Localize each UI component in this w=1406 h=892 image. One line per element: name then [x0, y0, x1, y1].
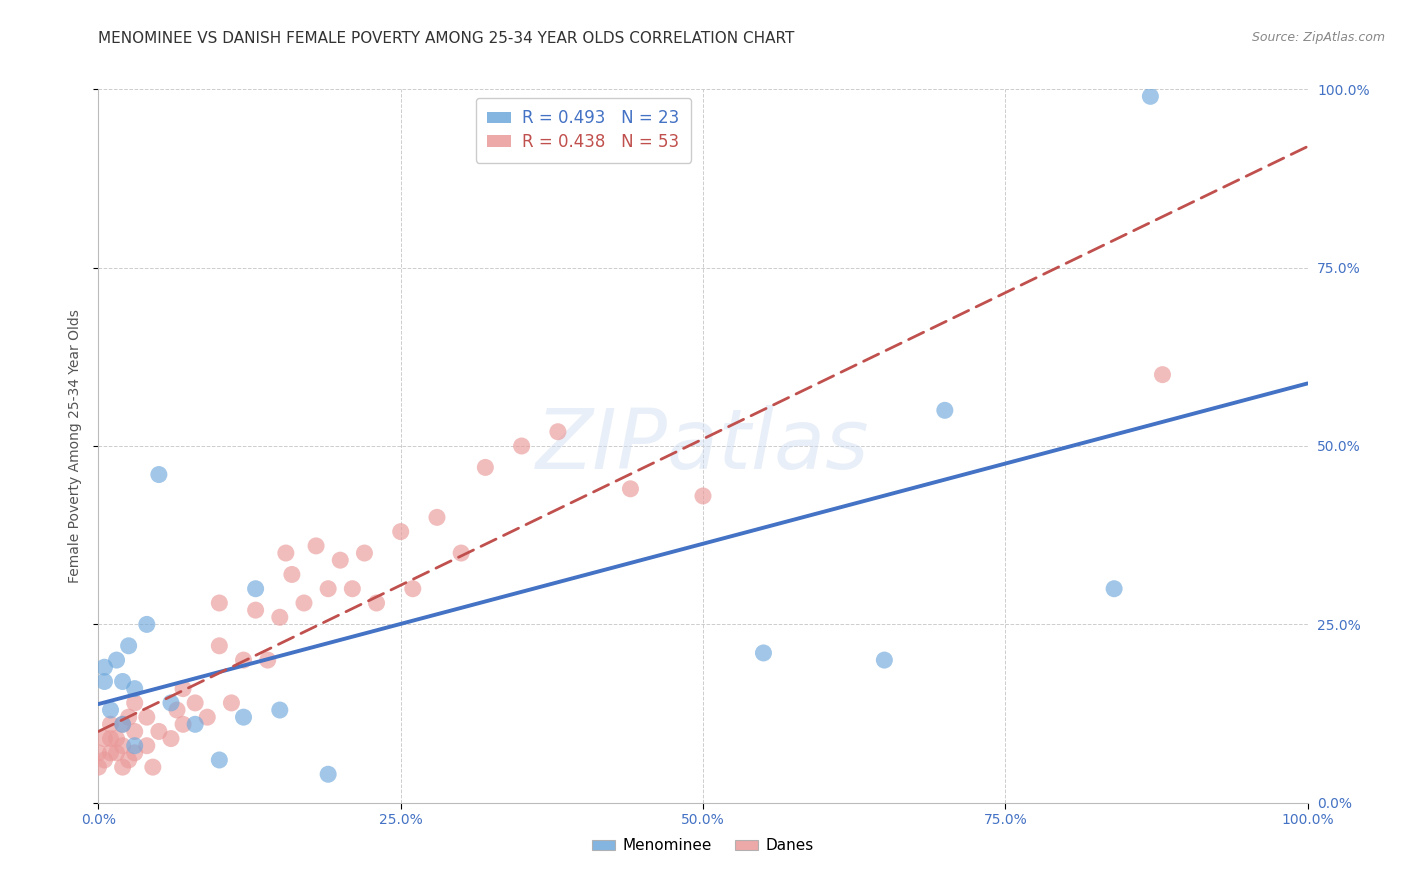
Point	[100, 703, 122, 717]
Point	[208, 639, 231, 653]
Legend: Menominee, Danes: Menominee, Danes	[586, 832, 820, 859]
Point	[105, 746, 128, 760]
Point	[1102, 582, 1125, 596]
Point	[1152, 368, 1174, 382]
Point	[305, 539, 328, 553]
Point	[342, 582, 364, 596]
Point	[184, 717, 207, 731]
Point	[148, 467, 170, 482]
Point	[316, 767, 339, 781]
Point	[256, 653, 278, 667]
Point	[353, 546, 375, 560]
Point	[208, 753, 231, 767]
Point	[426, 510, 449, 524]
Point	[111, 717, 134, 731]
Text: MENOMINEE VS DANISH FEMALE POVERTY AMONG 25-34 YEAR OLDS CORRELATION CHART: MENOMINEE VS DANISH FEMALE POVERTY AMONG…	[98, 31, 794, 46]
Point	[142, 760, 165, 774]
Point	[245, 603, 267, 617]
Point	[148, 724, 170, 739]
Point	[100, 731, 122, 746]
Point	[547, 425, 569, 439]
Point	[1139, 89, 1161, 103]
Point	[269, 703, 291, 717]
Point	[934, 403, 956, 417]
Point	[105, 653, 128, 667]
Text: Source: ZipAtlas.com: Source: ZipAtlas.com	[1251, 31, 1385, 45]
Point	[135, 739, 157, 753]
Point	[245, 582, 267, 596]
Point	[873, 653, 896, 667]
Point	[100, 746, 122, 760]
Point	[510, 439, 533, 453]
Point	[87, 746, 110, 760]
Point	[100, 717, 122, 731]
Point	[124, 724, 146, 739]
Point	[619, 482, 641, 496]
Point	[221, 696, 243, 710]
Point	[292, 596, 315, 610]
Point	[93, 731, 115, 746]
Text: ZIPatlas: ZIPatlas	[536, 406, 870, 486]
Point	[232, 710, 254, 724]
Point	[105, 731, 128, 746]
Point	[474, 460, 496, 475]
Point	[184, 696, 207, 710]
Point	[118, 639, 141, 653]
Point	[93, 674, 115, 689]
Point	[124, 681, 146, 696]
Point	[124, 696, 146, 710]
Point	[316, 582, 339, 596]
Point	[752, 646, 775, 660]
Point	[160, 696, 183, 710]
Point	[269, 610, 291, 624]
Point	[111, 717, 134, 731]
Point	[232, 653, 254, 667]
Point	[111, 739, 134, 753]
Point	[124, 746, 146, 760]
Point	[87, 760, 110, 774]
Y-axis label: Female Poverty Among 25-34 Year Olds: Female Poverty Among 25-34 Year Olds	[69, 309, 83, 583]
Point	[166, 703, 188, 717]
Point	[118, 753, 141, 767]
Point	[160, 731, 183, 746]
Point	[135, 710, 157, 724]
Point	[208, 596, 231, 610]
Point	[692, 489, 714, 503]
Point	[402, 582, 425, 596]
Point	[281, 567, 304, 582]
Point	[135, 617, 157, 632]
Point	[329, 553, 352, 567]
Point	[389, 524, 412, 539]
Point	[450, 546, 472, 560]
Point	[172, 681, 194, 696]
Point	[274, 546, 297, 560]
Point	[118, 710, 141, 724]
Point	[93, 660, 115, 674]
Point	[172, 717, 194, 731]
Point	[111, 760, 134, 774]
Point	[93, 753, 115, 767]
Point	[111, 674, 134, 689]
Point	[195, 710, 218, 724]
Point	[366, 596, 388, 610]
Point	[124, 739, 146, 753]
